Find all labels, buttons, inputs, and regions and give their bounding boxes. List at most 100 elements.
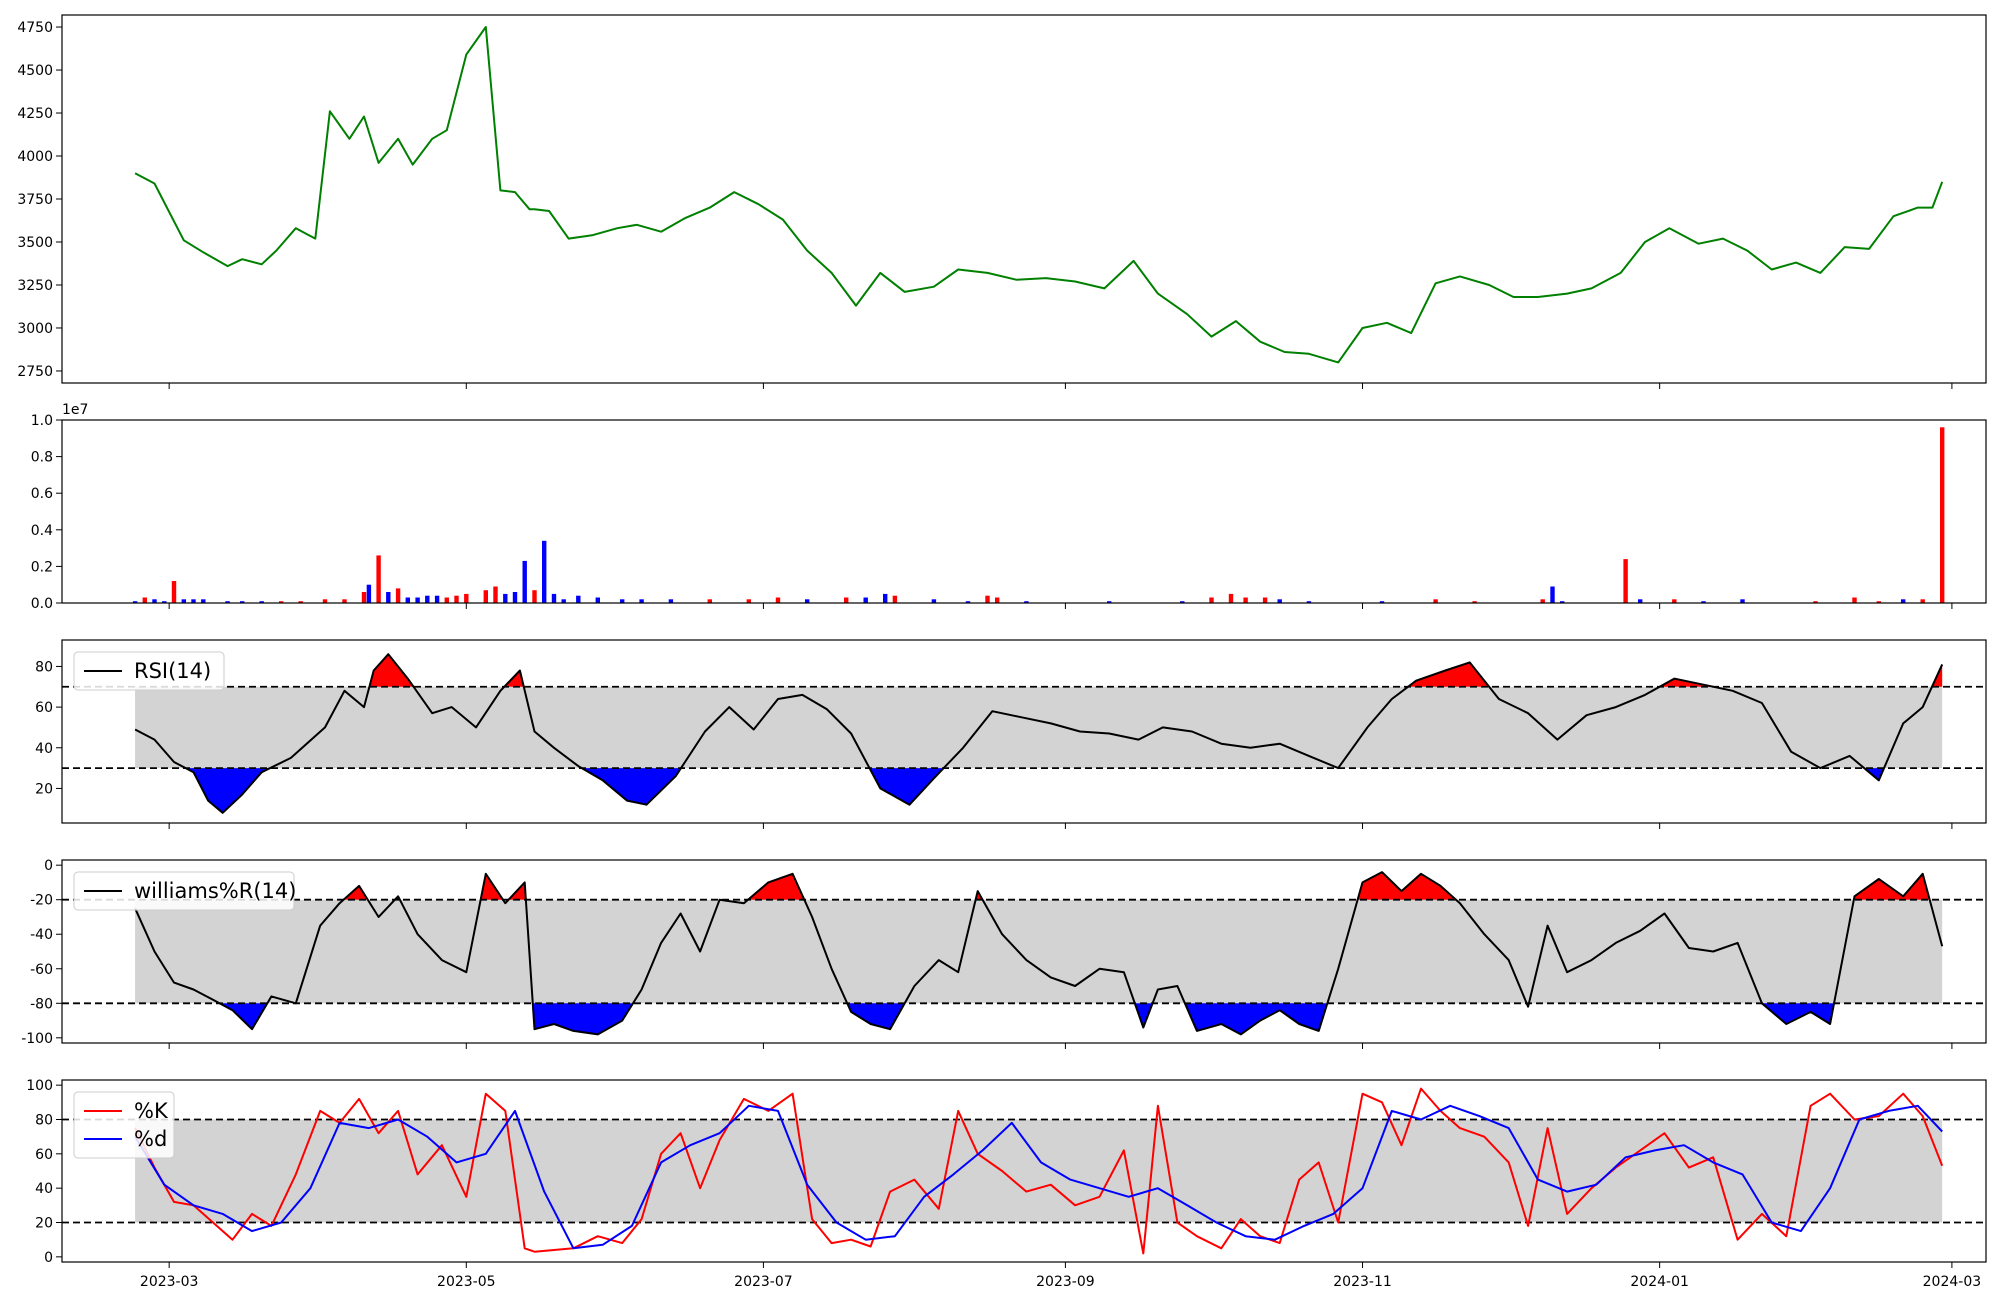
legend-box — [73, 651, 225, 691]
volume-bar — [171, 581, 177, 603]
price-panel: 2750 3000 3250 3500 3750 4000 4250 4500 4750 — [17, 14, 1987, 384]
volume-bar — [1262, 597, 1268, 603]
volume-bar — [1024, 601, 1029, 603]
volume-bar — [503, 593, 508, 603]
volume-bar — [542, 540, 547, 603]
neutral-band — [135, 1119, 1943, 1223]
y-tick-label: -60 — [30, 962, 53, 978]
volume-bar — [434, 595, 440, 603]
volume-bar — [1107, 601, 1112, 603]
x-tick-label: 2024-01 — [1630, 1274, 1689, 1290]
volume-bar — [493, 586, 498, 603]
oversold-fill — [185, 768, 271, 813]
volume-bar — [668, 599, 674, 603]
volume-bar — [322, 599, 328, 603]
y-axis-offset-label: 1e7 — [62, 402, 88, 418]
volume-bar — [366, 584, 372, 603]
y-tick-label: 3000 — [17, 321, 53, 337]
volume-bar — [931, 599, 937, 603]
y-tick-label: 0 — [44, 1250, 53, 1266]
y-tick-label: 0.0 — [31, 596, 53, 612]
oversold-fill — [581, 768, 681, 805]
x-tick-label: 2023-05 — [437, 1274, 496, 1290]
volume-bar — [1876, 601, 1881, 603]
legend-label: williams%R(14) — [134, 879, 296, 903]
volume-bar — [279, 601, 284, 603]
volume-bar — [1901, 599, 1906, 603]
volume-bar — [464, 593, 469, 603]
axes-frame — [61, 419, 1987, 604]
williams-line — [134, 871, 1944, 1036]
volume-panel: 0.0 0.2 0.4 0.6 0.8 1.0 1e7 — [31, 402, 1987, 612]
rsi-line — [134, 653, 1944, 814]
oversold-fill — [532, 1003, 633, 1035]
volume-bar — [415, 597, 420, 603]
legend-box — [73, 871, 295, 911]
y-tick-label: 4250 — [17, 106, 53, 122]
neutral-band — [135, 899, 1943, 1004]
y-tick-label: 3250 — [17, 278, 53, 294]
y-tick-label: 80 — [35, 659, 53, 675]
oversold-fill — [1134, 1003, 1153, 1028]
y-tick-label: 40 — [35, 1181, 53, 1197]
volume-bar — [1672, 599, 1677, 603]
legend-label: %d — [134, 1127, 167, 1151]
volume-bar — [1940, 427, 1945, 603]
oversold-fill — [847, 1003, 905, 1030]
volume-bar — [985, 595, 990, 603]
legend-label: %K — [134, 1099, 169, 1123]
volume-bar — [1852, 597, 1857, 603]
y-tick-label: 0.2 — [31, 559, 53, 575]
volume-bar — [1243, 597, 1248, 603]
overbought-fill — [480, 873, 503, 900]
volume-bar — [298, 601, 303, 603]
volume-bar — [162, 601, 167, 603]
volume-bar — [746, 599, 751, 603]
overbought-fill — [1357, 872, 1456, 900]
y-tick-label: 0 — [44, 858, 53, 874]
x-tick-label: 2023-11 — [1333, 1274, 1392, 1290]
volume-bar — [132, 601, 138, 603]
volume-bar — [1472, 601, 1477, 603]
oversold-fill — [869, 768, 944, 805]
volume-bar — [142, 597, 147, 603]
price-line — [134, 26, 1944, 364]
volume-bar — [595, 597, 600, 603]
overbought-fill — [1853, 873, 1930, 900]
y-tick-label: 60 — [35, 700, 53, 716]
stoch-d-line — [134, 1104, 1943, 1250]
y-tick-label: 0.4 — [31, 523, 53, 539]
volume-bar — [483, 590, 488, 603]
volume-bar — [1560, 601, 1565, 603]
axes-frame — [61, 1079, 1987, 1263]
volume-bar — [259, 601, 264, 603]
axes-frame — [61, 639, 1987, 824]
volume-bar — [707, 599, 712, 603]
volume-bar — [883, 593, 888, 603]
williams-panel: 0 -20 -40 -60 -80 -100 williams%R(14) — [21, 858, 1987, 1047]
x-tick-label: 2023-09 — [1036, 1274, 1095, 1290]
volume-bar — [152, 599, 157, 603]
x-tick-label: 2023-03 — [140, 1274, 199, 1290]
volume-bar — [1209, 597, 1214, 603]
volume-bar — [1277, 599, 1282, 603]
y-tick-label: -40 — [30, 927, 53, 943]
volume-bar — [181, 599, 186, 603]
volume-bar — [1379, 601, 1385, 603]
volume-bar — [1550, 586, 1555, 603]
overbought-fill — [748, 873, 805, 900]
volume-bar — [576, 595, 581, 603]
overbought-fill — [369, 654, 414, 687]
y-tick-label: 4500 — [17, 63, 53, 79]
stochastic-panel: 0 20 40 60 80 100 %K %d — [26, 1078, 1987, 1266]
legend-box — [73, 1091, 175, 1159]
y-tick-label: 20 — [35, 781, 53, 797]
volume-bar — [551, 593, 557, 603]
y-tick-label: 40 — [35, 741, 53, 757]
volume-bar — [444, 597, 449, 603]
volume-bar — [395, 588, 401, 603]
volume-bar — [620, 599, 625, 603]
y-tick-label: 100 — [26, 1078, 53, 1094]
volume-bar — [225, 601, 230, 603]
